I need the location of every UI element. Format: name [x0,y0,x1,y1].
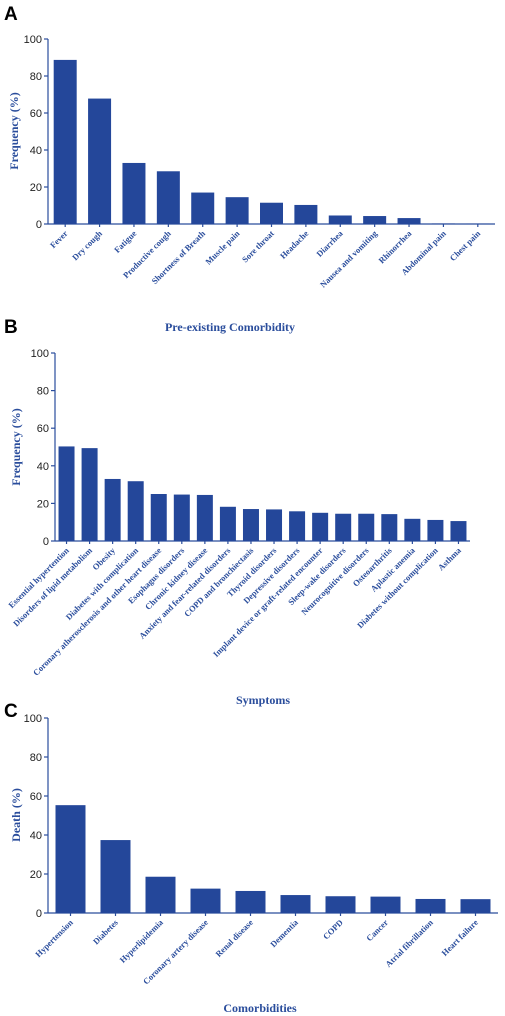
bar [156,171,180,224]
bar [58,446,75,541]
x-tick-label: Asthma [436,545,464,573]
bar [460,899,491,913]
bar [190,888,221,913]
bar [81,448,98,541]
y-tick-label: 100 [31,348,49,360]
bar [150,494,167,541]
y-tick-label: 60 [30,791,42,803]
y-axis-label: Death (%) [9,788,23,842]
bar [104,478,121,541]
y-tick-label: 20 [30,869,42,881]
y-tick-label: 20 [37,498,49,510]
x-tick-label: Fever [48,228,70,250]
bar [335,513,352,541]
bar [431,223,455,224]
bar [427,519,444,541]
bar [363,216,387,224]
x-tick-label: Diarrhea [314,228,345,259]
bar [397,218,421,224]
bar [260,202,283,224]
x-tick-label: Nausea and vomiting [318,228,380,290]
bar [370,896,401,913]
bar [242,509,259,541]
x-tick-label: Sore throat [240,228,276,264]
x-tick-label: Chest pain [448,228,483,263]
y-tick-label: 80 [30,752,42,764]
bar [127,481,144,541]
x-axis-label: Comorbidities [223,1001,297,1015]
x-tick-label: Heart failure [439,917,480,958]
chart-panel-b: B Pre-existing Comorbidity Symptoms Frequen… [4,317,470,707]
bar [381,514,398,541]
x-tick-label: Dry cough [70,228,104,262]
x-tick-label: Atrial fibrillation [383,917,435,969]
y-tick-label: 0 [36,908,42,920]
bar [219,506,236,541]
bar [289,511,306,541]
panel-letter: B [4,317,18,338]
x-tick-label: Headache [278,228,311,261]
y-tick-label: 0 [43,536,49,548]
y-axis-label: Frequency (%) [9,408,23,485]
x-tick-label: Hypertension [33,917,75,959]
bar [145,876,176,913]
y-tick-label: 20 [30,182,42,194]
bar [235,890,266,913]
y-tick-label: 60 [30,108,42,120]
bar [325,896,356,913]
bar [225,197,249,224]
y-tick-label: 100 [24,34,42,46]
bar [173,494,190,541]
bar [404,518,421,541]
bar [196,494,213,541]
x-tick-label: Fatigue [112,228,139,255]
x-tick-label: COPD [321,917,345,941]
bar [53,59,77,224]
y-tick-label: 0 [36,219,42,231]
x-tick-label: Cancer [364,917,390,943]
bar [122,162,146,224]
x-tick-label: Muscle pain [203,228,241,266]
y-tick-label: 40 [30,830,42,842]
y-tick-label: 100 [24,713,42,725]
bar [358,513,375,541]
bar [328,215,352,224]
bar [191,192,215,224]
bar [450,521,467,541]
chart-panel-a: A Frequency (%) 0 20 40 60 80 100 Fever Dry cough… [4,4,495,290]
bar [312,512,329,541]
bar [280,895,311,913]
bar [88,98,112,224]
bar [100,840,131,913]
y-axis-label: Frequency (%) [7,92,21,169]
panel-letter: A [4,4,18,25]
bar [266,509,283,541]
y-tick-label: 80 [30,71,42,83]
bar [294,204,318,224]
y-tick-label: 80 [37,386,49,398]
chart-title: Pre-existing Comorbidity [165,320,295,334]
panel-letter: C [4,701,18,722]
y-tick-label: 40 [30,145,42,157]
x-tick-label: Dementia [268,917,300,949]
y-tick-label: 60 [37,423,49,435]
bar [55,805,86,913]
y-tick-label: 40 [37,461,49,473]
x-tick-label: Renal disease [213,917,255,959]
x-tick-label: Diabetes [91,917,121,947]
bar [415,898,446,913]
chart-panel-c: C Comorbidities Death (%) 0 20 40 60 80 100 Hyper… [4,701,498,1015]
x-axis-label: Symptoms [236,693,290,707]
x-tick-label: Hyperlipidemia [117,917,165,965]
